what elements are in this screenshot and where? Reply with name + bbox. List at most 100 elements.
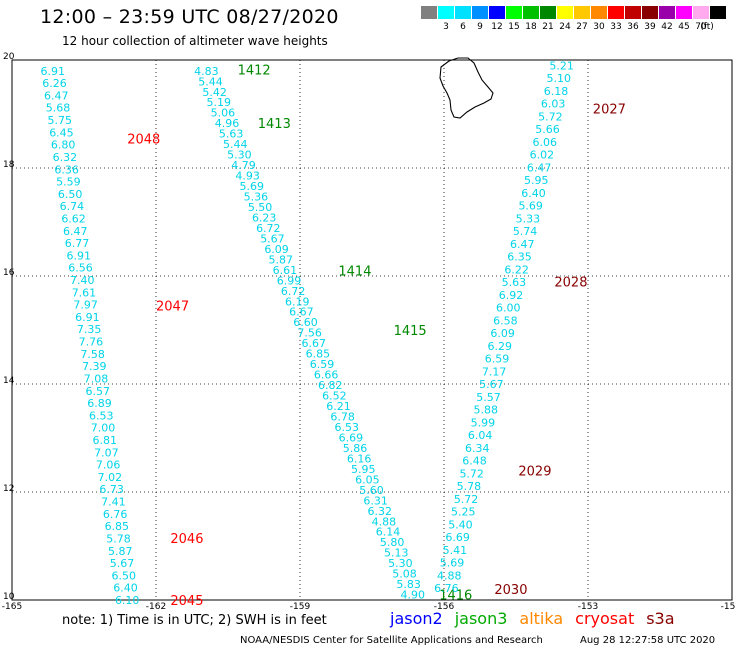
scale-swatch <box>625 6 641 19</box>
pass-number-label: 2028 <box>554 275 587 290</box>
wave-height-value: 6.78 <box>330 411 355 424</box>
plot-frame <box>11 59 733 601</box>
track-values: 6.916.266.475.685.756.456.806.326.365.59… <box>41 59 626 609</box>
wave-height-value: 4.83 <box>194 65 219 78</box>
wave-height-value: 5.63 <box>502 276 527 289</box>
wave-height-value: 6.57 <box>86 385 111 398</box>
wave-height-value: 6.03 <box>541 98 566 111</box>
scale-swatch <box>438 6 454 19</box>
y-tick-label: 12 <box>3 484 15 494</box>
scale-swatch <box>455 6 471 19</box>
scale-label: 45 <box>678 22 690 32</box>
wave-height-value: 6.91 <box>41 65 66 78</box>
wave-height-value: 6.50 <box>58 188 83 201</box>
wave-height-value: 6.69 <box>445 531 470 544</box>
wave-height-value: 5.95 <box>351 463 376 476</box>
wave-height-value: 6.53 <box>89 409 114 422</box>
wave-height-value: 5.66 <box>535 123 560 136</box>
wave-height-value: 6.04 <box>468 429 493 442</box>
scale-swatch <box>506 6 522 19</box>
legend-cryosat: cryosat <box>575 609 635 628</box>
wave-height-value: 5.10 <box>547 72 572 85</box>
wave-height-value: 5.88 <box>473 404 498 417</box>
wave-height-value: 5.06 <box>211 107 236 120</box>
wave-height-value: 7.56 <box>297 327 322 340</box>
wave-height-value: 5.67 <box>110 557 135 570</box>
wave-height-value: 6.35 <box>507 251 532 264</box>
scale-swatch <box>642 6 658 19</box>
wave-height-value: 6.72 <box>281 285 306 298</box>
wave-height-value: 5.86 <box>343 442 368 455</box>
wave-height-value: 5.19 <box>207 96 232 109</box>
legend-jason3: jason3 <box>454 609 508 628</box>
wave-height-value: 5.41 <box>443 544 468 557</box>
credit-text: NOAA/NESDIS Center for Satellite Applica… <box>240 635 543 646</box>
wave-height-value: 6.19 <box>285 295 310 308</box>
wave-height-value: 5.36 <box>244 191 269 204</box>
wave-height-value: 6.34 <box>465 442 490 455</box>
wave-height-value: 6.47 <box>63 225 88 238</box>
wave-height-value: 6.85 <box>306 348 331 361</box>
wave-height-value: 6.81 <box>92 434 117 447</box>
x-tick-label: -159 <box>289 602 311 612</box>
wave-height-value: 5.30 <box>388 557 413 570</box>
legend-s3a: s3a <box>646 609 675 628</box>
wave-height-value: 5.69 <box>440 557 465 570</box>
legend-jason2: jason2 <box>390 609 443 628</box>
scale-label: 36 <box>627 22 639 32</box>
wave-height-value: 6.56 <box>68 262 93 275</box>
wave-height-value: 5.67 <box>260 232 285 245</box>
wave-height-value: 6.59 <box>485 353 510 366</box>
units-note: note: 1) Time is in UTC; 2) SWH is in fe… <box>62 613 327 628</box>
wave-height-value: 5.99 <box>471 416 496 429</box>
wave-height-value: 6.00 <box>496 302 521 315</box>
scale-label: 39 <box>644 22 656 32</box>
wave-height-value: 7.17 <box>482 365 507 378</box>
scale-swatch <box>421 6 437 19</box>
wave-height-value: 7.35 <box>77 323 102 336</box>
wave-height-value: 6.47 <box>510 238 535 251</box>
wave-height-value: 6.40 <box>521 187 546 200</box>
wave-height-value: 7.40 <box>70 274 95 287</box>
wave-height-value: 6.61 <box>273 264 298 277</box>
wave-height-value: 7.39 <box>82 360 107 373</box>
scale-swatch <box>608 6 624 19</box>
pass-number-label: 2047 <box>156 300 189 315</box>
wave-height-value: 5.08 <box>392 568 417 581</box>
wave-height-value: 4.96 <box>215 117 240 130</box>
scale-swatch <box>472 6 488 19</box>
wave-height-value: 6.45 <box>49 126 74 139</box>
wave-height-value: 6.23 <box>252 211 277 224</box>
scale-swatch <box>574 6 590 19</box>
wave-height-value: 6.18 <box>544 85 569 98</box>
wave-height-value: 5.75 <box>47 114 72 127</box>
wave-height-value: 6.72 <box>256 222 281 235</box>
wave-height-value: 6.91 <box>75 311 100 324</box>
wave-height-value: 6.66 <box>314 369 339 382</box>
y-tick-label: 10 <box>3 592 15 602</box>
scale-swatch <box>591 6 607 19</box>
wave-height-value: 6.76 <box>103 508 128 521</box>
wave-height-value: 5.83 <box>396 578 421 591</box>
wave-height-value: 6.31 <box>363 494 388 507</box>
wave-height-value: 5.69 <box>518 200 543 213</box>
chart-title: 12:00 – 23:59 UTC 08/27/2020 <box>40 6 339 28</box>
scale-swatch <box>659 6 675 19</box>
y-tick-label: 20 <box>3 52 15 62</box>
pass-number-label: 2046 <box>170 532 203 547</box>
wave-height-value: 5.87 <box>268 253 293 266</box>
wave-height-value: 4.79 <box>231 159 256 172</box>
pass-number-label: 1415 <box>394 324 427 339</box>
wave-height-value: 6.82 <box>318 379 343 392</box>
wave-height-value: 6.47 <box>44 89 69 102</box>
wave-height-value: 6.32 <box>53 151 78 164</box>
wave-height-value: 6.10 <box>115 594 140 607</box>
wave-height-value: 6.50 <box>111 569 136 582</box>
scale-label: 30 <box>593 22 605 32</box>
x-tick-label: -153 <box>577 602 599 612</box>
wave-height-value: 7.41 <box>101 496 126 509</box>
wave-height-value: 5.87 <box>108 545 133 558</box>
wave-height-value: 4.90 <box>401 589 426 602</box>
wave-height-value: 6.99 <box>277 274 302 287</box>
wave-height-value: 5.78 <box>457 480 482 493</box>
